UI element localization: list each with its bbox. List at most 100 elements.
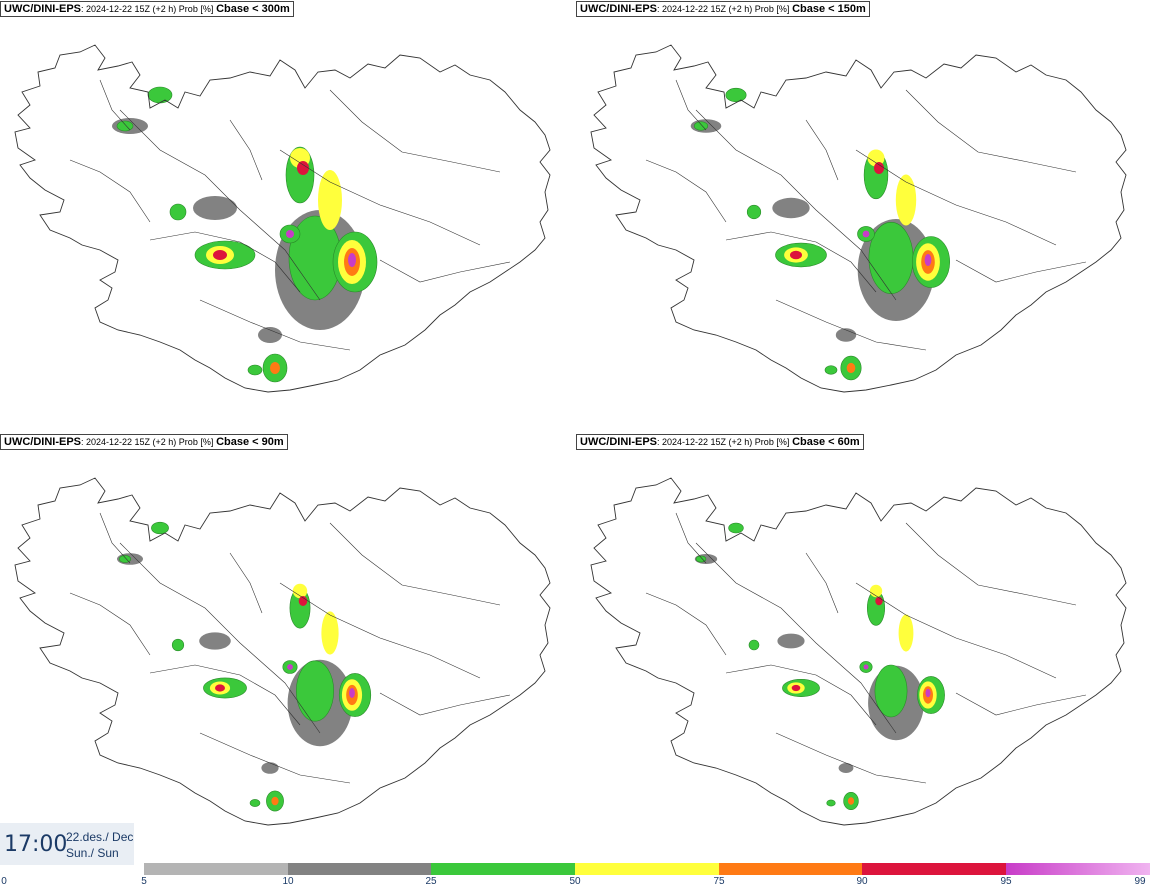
model-name: UWC/DINI-EPS [580, 436, 657, 448]
panel-title: UWC/DINI-EPS: 2024-12-22 15Z (+2 h) Prob… [576, 1, 870, 17]
iceland-map [14, 477, 551, 826]
boundary-path [229, 119, 263, 181]
boundary-path [725, 231, 877, 293]
valid-date: 22.des./ Dec [66, 830, 134, 844]
probability-blob [824, 365, 838, 375]
run-info: : 2024-12-22 15Z (+2 h) Prob [%] [657, 4, 790, 14]
panel-title: UWC/DINI-EPS: 2024-12-22 15Z (+2 h) Prob… [0, 1, 294, 17]
boundary-path [379, 259, 511, 283]
probability-blob [835, 328, 857, 342]
probability-blob [791, 684, 801, 692]
boundary-path [645, 592, 727, 656]
probability-blob [772, 197, 810, 219]
run-info: : 2024-12-22 15Z (+2 h) Prob [%] [81, 4, 214, 14]
colorbar-5-10 [144, 863, 288, 875]
boundary-path [119, 542, 321, 734]
probability-blob [247, 364, 263, 376]
map-panel-150m: UWC/DINI-EPS: 2024-12-22 15Z (+2 h) Prob… [576, 0, 1150, 430]
valid-weekday: Sun./ Sun [66, 846, 119, 860]
threshold-label: Cbase < 60m [792, 436, 860, 448]
probability-blob [924, 254, 932, 266]
probability-blob [725, 87, 747, 103]
boundary-path [199, 299, 351, 351]
probability-blob [151, 521, 169, 535]
boundary-path [99, 512, 131, 564]
coast-path [14, 477, 551, 826]
probability-blob [215, 684, 225, 692]
coast-path [590, 44, 1127, 393]
model-name: UWC/DINI-EPS [4, 3, 81, 15]
probability-blob [349, 688, 355, 698]
valid-time-box: 17:00 22.des./ Dec Sun./ Sun [0, 823, 134, 865]
probability-blob [790, 250, 802, 260]
colorbar-tick: 10 [282, 876, 294, 887]
colorbar-tick: 99 [1134, 876, 1146, 887]
probability-field [112, 86, 378, 383]
probability-blob [295, 660, 334, 722]
probability-field [690, 87, 950, 381]
colorbar-50-75 [575, 863, 719, 875]
boundary-path [695, 542, 897, 734]
probability-blob [863, 664, 869, 670]
boundary-path [149, 231, 301, 293]
panel-title: UWC/DINI-EPS: 2024-12-22 15Z (+2 h) Prob… [0, 434, 288, 450]
colorbar-25-50 [431, 863, 575, 875]
boundary-path [69, 159, 151, 223]
probability-blob [270, 362, 280, 374]
probability-blob [286, 230, 294, 238]
probability-blob [898, 614, 914, 652]
probability-blob [258, 327, 282, 343]
probability-field [694, 522, 945, 810]
model-name: UWC/DINI-EPS [580, 3, 657, 15]
boundary-path [229, 552, 263, 614]
threshold-label: Cbase < 90m [216, 436, 284, 448]
boundary-path [855, 149, 1057, 246]
probability-blob [826, 799, 836, 807]
model-name: UWC/DINI-EPS [4, 436, 81, 448]
coastline [590, 477, 1127, 826]
probability-blob [292, 583, 308, 599]
map-panel-90m: UWC/DINI-EPS: 2024-12-22 15Z (+2 h) Prob… [0, 433, 574, 863]
probability-blob [874, 664, 908, 718]
boundary-path [775, 299, 927, 351]
probability-blob [171, 638, 185, 652]
colorbar-tick: 0 [1, 876, 7, 887]
threshold-label: Cbase < 300m [216, 3, 290, 15]
probability-blob [748, 639, 760, 651]
colorbar-tick: 95 [1000, 876, 1012, 887]
probability-blob [746, 204, 762, 220]
coastline [14, 44, 551, 393]
valid-time-clock: 17:00 [4, 832, 68, 857]
probability-blob [869, 584, 883, 598]
probability-blob [862, 230, 870, 238]
iceland-map [590, 477, 1127, 826]
colorbar-tick: 90 [856, 876, 868, 887]
boundary-path [805, 119, 839, 181]
probability-blob [348, 253, 356, 267]
boundary-path [645, 159, 727, 223]
probability-blob [728, 522, 744, 534]
colorbar-75-90 [719, 863, 862, 875]
map-panel-60m: UWC/DINI-EPS: 2024-12-22 15Z (+2 h) Prob… [576, 433, 1150, 863]
probability-blob [925, 688, 931, 698]
boundary-path [905, 89, 1077, 173]
probability-blob [261, 762, 279, 774]
boundary-path [279, 582, 481, 679]
probability-blob [895, 174, 917, 226]
probability-blob [116, 120, 134, 132]
iceland-map [14, 44, 551, 393]
boundary-path [725, 664, 877, 726]
colorbar-tick: 75 [713, 876, 725, 887]
colorbar-tick: 5 [141, 876, 147, 887]
panel-title: UWC/DINI-EPS: 2024-12-22 15Z (+2 h) Prob… [576, 434, 864, 450]
probability-blob [213, 250, 227, 260]
probability-blob [297, 161, 309, 175]
boundary-path [199, 732, 351, 784]
probability-blob [147, 86, 173, 104]
boundary-path [149, 664, 301, 726]
colorbar-tick: 25 [425, 876, 437, 887]
iceland-map [590, 44, 1127, 393]
boundary-path [675, 79, 707, 131]
boundary-path [675, 512, 707, 564]
boundary-path [855, 582, 1057, 679]
